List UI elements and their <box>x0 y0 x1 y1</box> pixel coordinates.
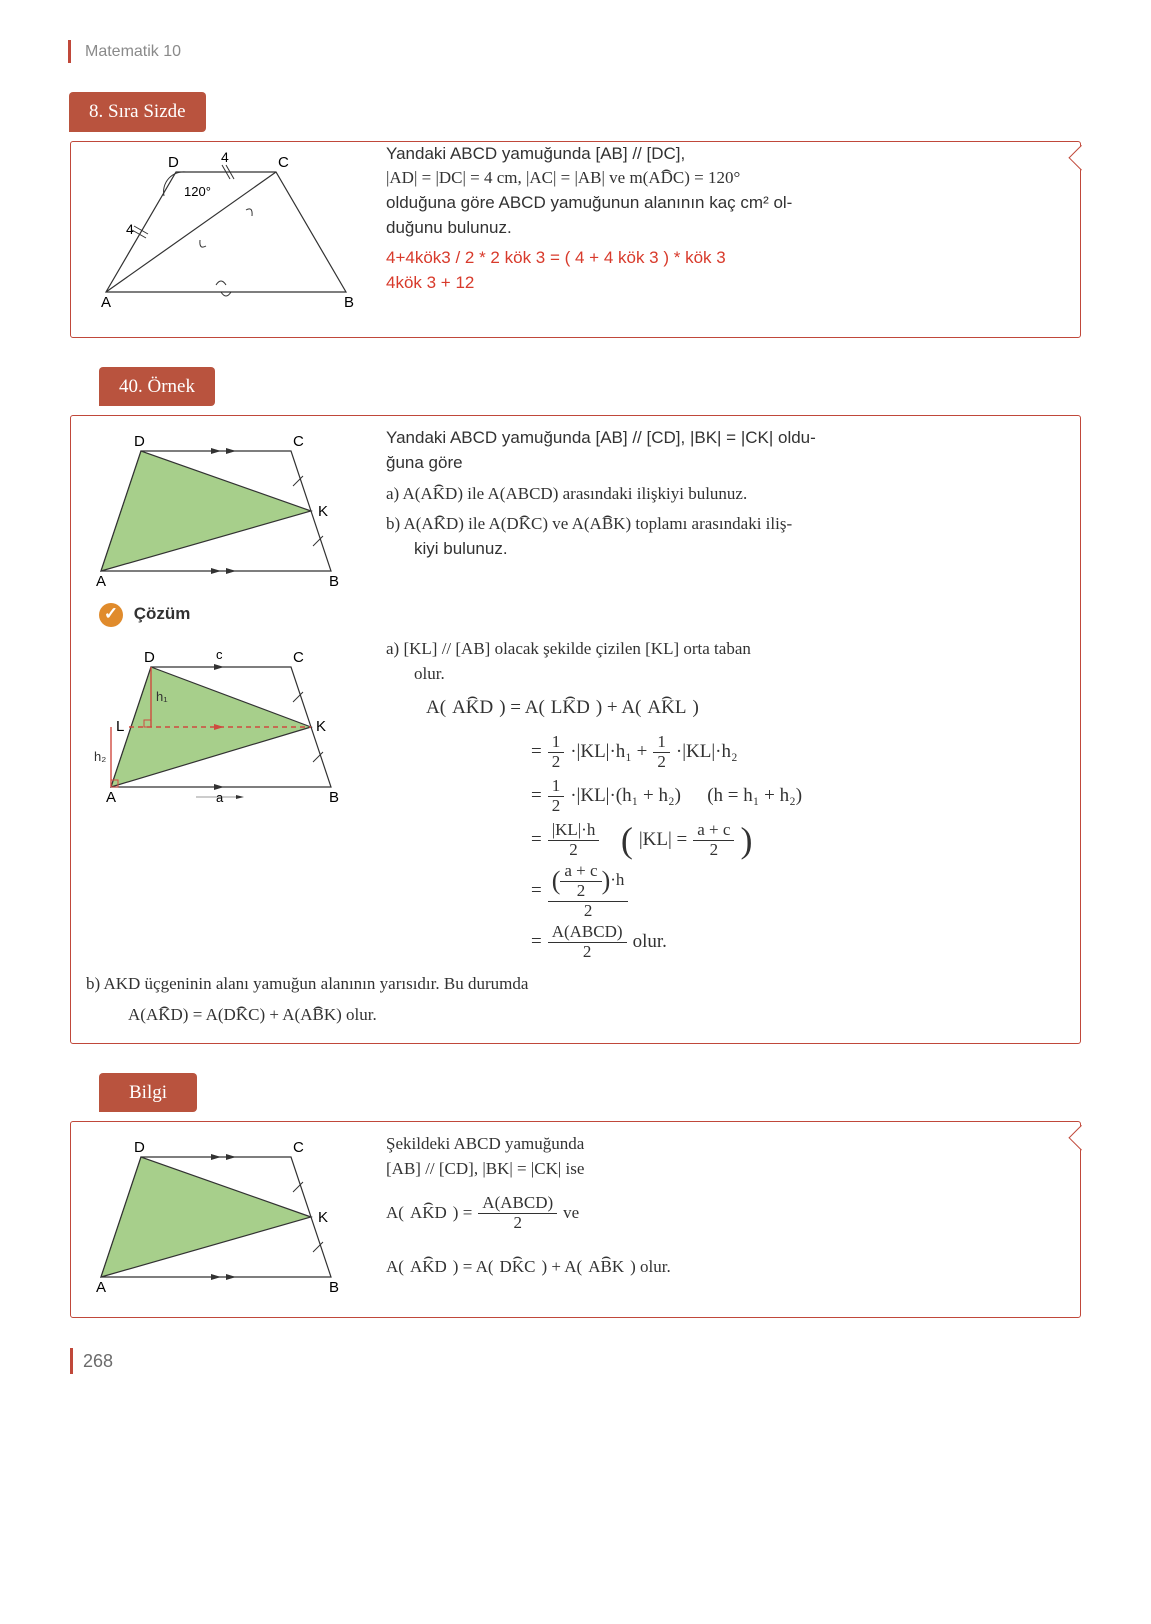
ornek-line1: Yandaki ABCD yamuğunda [AB] // [CD], |BK… <box>386 426 1065 451</box>
tab-bilgi: Bilgi <box>99 1073 197 1113</box>
bilgi-l1: Şekildeki ABCD yamuğunda <box>386 1132 1065 1157</box>
svg-text:h₁: h₁ <box>156 689 168 704</box>
sira-red1: 4+4kök3 / 2 * 2 kök 3 = ( 4 + 4 kök 3 ) … <box>386 246 1065 271</box>
tab-sira-sizde: 8. Sıra Sizde <box>69 92 206 132</box>
svg-text:D: D <box>134 1139 145 1156</box>
svg-text:D: D <box>134 433 145 450</box>
svg-text:B: B <box>329 573 339 590</box>
box-ornek: A B C D K Yandaki ABCD yamuğunda [AB] //… <box>70 415 1081 1043</box>
solution-a: a) [KL] // [AB] olacak şekilde çizilen [… <box>386 637 1065 964</box>
svg-text:A: A <box>106 789 116 806</box>
eq2: = 12 ·|KL|·h₁ + 12 ·|KL|·h₂ <box>531 730 1065 774</box>
svg-text:K: K <box>316 718 326 735</box>
bilgi-eq2: A(AKD) = A(DKC) + A(ABK) olur. <box>386 1245 1065 1289</box>
svg-text:a: a <box>216 790 224 805</box>
box-sira: A B C D 120° 4 4 Yandaki ABCD yamuğunda … <box>70 141 1081 338</box>
svg-text:B: B <box>329 1279 339 1296</box>
svg-text:A: A <box>101 294 111 311</box>
ornek-item-a: a) A(AKD) ile A(ABCD) arasındaki ilişkiy… <box>386 482 1065 507</box>
book-title: Matematik 10 <box>68 40 1081 63</box>
svg-text:A: A <box>96 1279 106 1296</box>
sol-b-l1: b) AKD üçgeninin alanı yamuğun alanının … <box>86 972 1065 997</box>
page-number: 268 <box>70 1348 1081 1374</box>
bilgi-eq1: A(AKD) = A(ABCD)2 ve <box>386 1191 1065 1235</box>
svg-text:K: K <box>318 1209 328 1226</box>
eq5: = (a + c2)·h 2 <box>531 862 1065 920</box>
text-bilgi: Şekildeki ABCD yamuğunda [AB] // [CD], |… <box>386 1132 1065 1302</box>
sira-line1: Yandaki ABCD yamuğunda [AB] // [DC], <box>386 142 1065 167</box>
sol-a-intro: a) [KL] // [AB] olacak şekilde çizilen [… <box>386 637 1065 662</box>
svg-text:C: C <box>278 154 289 171</box>
text-sira: Yandaki ABCD yamuğunda [AB] // [DC], |AD… <box>386 142 1065 322</box>
text-ornek-intro: Yandaki ABCD yamuğunda [AB] // [CD], |BK… <box>386 426 1065 596</box>
svg-text:C: C <box>293 433 304 450</box>
figure-sira: A B C D 120° 4 4 <box>86 142 366 322</box>
svg-text:h₂: h₂ <box>94 749 106 764</box>
sira-line2: |AD| = |DC| = 4 cm, |AC| = |AB| ve m(ADC… <box>386 166 1065 191</box>
svg-text:L: L <box>116 718 124 735</box>
figure-bilgi: A B C D K <box>86 1132 366 1302</box>
figure-ornek-1: A B C D K <box>86 426 366 596</box>
ornek-item-b-l2: kiyi bulunuz. <box>386 537 1065 562</box>
eq1: A(AKD) = A(LKD) + A(AKL) <box>426 686 1065 730</box>
svg-text:4: 4 <box>221 149 229 165</box>
section-bilgi: Bilgi A B C <box>70 1074 1081 1319</box>
eq6: = A(ABCD)2 olur. <box>531 920 1065 964</box>
svg-text:120°: 120° <box>184 184 211 199</box>
tab-ornek: 40. Örnek <box>99 367 215 407</box>
eq4: = |KL|·h2 ( |KL| = a + c2 ) <box>531 818 1065 862</box>
ornek-item-b: b) A(AKD) ile A(DKC) ve A(ABK) toplamı a… <box>386 512 1065 537</box>
check-icon: ✓ <box>99 603 123 627</box>
bilgi-l2: [AB] // [CD], |BK| = |CK| ise <box>386 1157 1065 1182</box>
sira-red2: 4kök 3 + 12 <box>386 271 1065 296</box>
svg-text:K: K <box>318 503 328 520</box>
svg-text:4: 4 <box>126 221 134 237</box>
svg-text:C: C <box>293 649 304 666</box>
solution-b: b) AKD üçgeninin alanı yamuğun alanının … <box>71 964 1080 1027</box>
sira-line4: duğunu bulunuz. <box>386 216 1065 241</box>
sira-line3: olduğuna göre ABCD yamuğunun alanının ka… <box>386 191 1065 216</box>
sol-b-eq: A(AKD) = A(DKC) + A(ABK) olur. <box>86 1003 1065 1028</box>
cozum-label: Çözüm <box>134 604 191 623</box>
figure-ornek-2: A B C D K L h₁ h₂ c a <box>86 637 366 964</box>
section-ornek: 40. Örnek A B C <box>70 368 1081 1044</box>
svg-text:D: D <box>168 154 179 171</box>
svg-text:B: B <box>329 789 339 806</box>
svg-text:C: C <box>293 1139 304 1156</box>
box-bilgi: A B C D K Şekildeki ABCD yamuğunda [AB] … <box>70 1121 1081 1318</box>
svg-text:D: D <box>144 649 155 666</box>
svg-text:B: B <box>344 294 354 311</box>
section-sira-sizde: 8. Sıra Sizde <box>70 93 1081 338</box>
svg-text:c: c <box>216 647 223 662</box>
eq3: = 12 ·|KL|·(h₁ + h₂) (h = h₁ + h₂) <box>531 774 1065 818</box>
ornek-line2: ğuna göre <box>386 451 1065 476</box>
svg-text:A: A <box>96 573 106 590</box>
cozum-header: ✓ Çözüm <box>71 596 1080 637</box>
page: Matematik 10 8. Sıra Sizde <box>0 0 1151 1404</box>
